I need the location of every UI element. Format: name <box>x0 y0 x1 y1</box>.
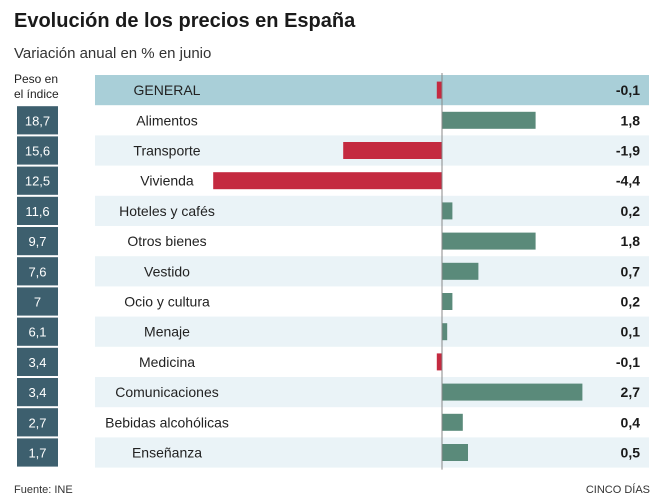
weight-label: 6,1 <box>28 325 46 340</box>
value-label: 0,5 <box>621 445 641 461</box>
weight-label: 18,7 <box>25 113 50 128</box>
weight-cell <box>17 106 58 135</box>
category-label: Comunicaciones <box>115 384 219 400</box>
value-label: 0,7 <box>621 263 641 279</box>
value-label: 0,2 <box>621 203 641 219</box>
category-label: GENERAL <box>134 82 201 98</box>
weight-cell <box>17 378 58 407</box>
value-label: 1,8 <box>621 112 641 128</box>
weight-label: 15,6 <box>25 144 50 159</box>
value-label: -0,1 <box>616 82 640 98</box>
value-label: -0,1 <box>616 354 640 370</box>
weight-label: 3,4 <box>28 385 46 400</box>
row-background <box>95 195 649 226</box>
weight-label: 7,6 <box>28 264 46 279</box>
weight-label: 1,7 <box>28 446 46 461</box>
value-label: 0,2 <box>621 294 641 310</box>
category-label: Vivienda <box>140 173 194 189</box>
row-background <box>95 75 649 106</box>
weight-cell <box>17 408 58 437</box>
weight-label: 7 <box>34 295 41 310</box>
row-background <box>95 437 649 468</box>
value-label: 2,7 <box>621 384 641 400</box>
value-label: -4,4 <box>616 173 640 189</box>
value-bar <box>442 383 583 401</box>
value-label: 0,1 <box>621 324 641 340</box>
row-background <box>95 256 649 287</box>
weight-cell <box>17 287 58 316</box>
weight-label: 3,4 <box>28 355 46 370</box>
weight-cell <box>17 227 58 256</box>
value-label: 0,4 <box>621 414 641 430</box>
weight-label: 12,5 <box>25 174 50 189</box>
weight-cell <box>17 196 58 225</box>
value-bar <box>442 111 536 129</box>
category-label: Bebidas alcohólicas <box>105 414 229 430</box>
weight-cell <box>17 438 58 467</box>
weight-column-header: Peso en el índice <box>14 72 59 101</box>
value-bar <box>213 172 442 190</box>
category-label: Ocio y cultura <box>124 294 210 310</box>
category-label: Enseñanza <box>132 445 202 461</box>
value-bar <box>442 293 453 310</box>
value-bar <box>442 202 453 220</box>
value-bar <box>442 413 463 431</box>
chart-title: Evolución de los precios en España <box>14 10 356 32</box>
category-label: Transporte <box>133 143 200 159</box>
value-bar <box>436 81 442 99</box>
weight-label: 2,7 <box>28 415 46 430</box>
weight-cell <box>17 257 58 286</box>
row-background <box>95 316 649 347</box>
weight-cell <box>17 347 58 376</box>
category-label: Menaje <box>144 324 190 340</box>
value-bar <box>442 323 448 341</box>
weight-cell <box>17 136 58 165</box>
value-bar <box>442 444 468 461</box>
value-bar <box>442 262 479 280</box>
weight-cell <box>17 317 58 346</box>
category-label: Medicina <box>139 354 195 370</box>
weight-label: 11,6 <box>25 204 49 219</box>
value-label: -1,9 <box>616 143 640 159</box>
chart-subtitle: Variación anual en % en junio <box>14 45 212 62</box>
category-label: Vestido <box>144 263 190 279</box>
category-label: Alimentos <box>136 112 197 128</box>
credit-note: CINCO DÍAS <box>585 484 650 496</box>
value-label: 1,8 <box>621 233 641 249</box>
value-bar <box>436 353 442 371</box>
weight-label: 9,7 <box>28 234 46 249</box>
source-note: Fuente: INE <box>14 484 73 496</box>
weight-cell <box>17 166 58 195</box>
category-label: Hoteles y cafés <box>119 203 215 219</box>
value-bar <box>343 142 442 159</box>
value-bar <box>442 232 536 250</box>
category-label: Otros bienes <box>127 233 206 249</box>
